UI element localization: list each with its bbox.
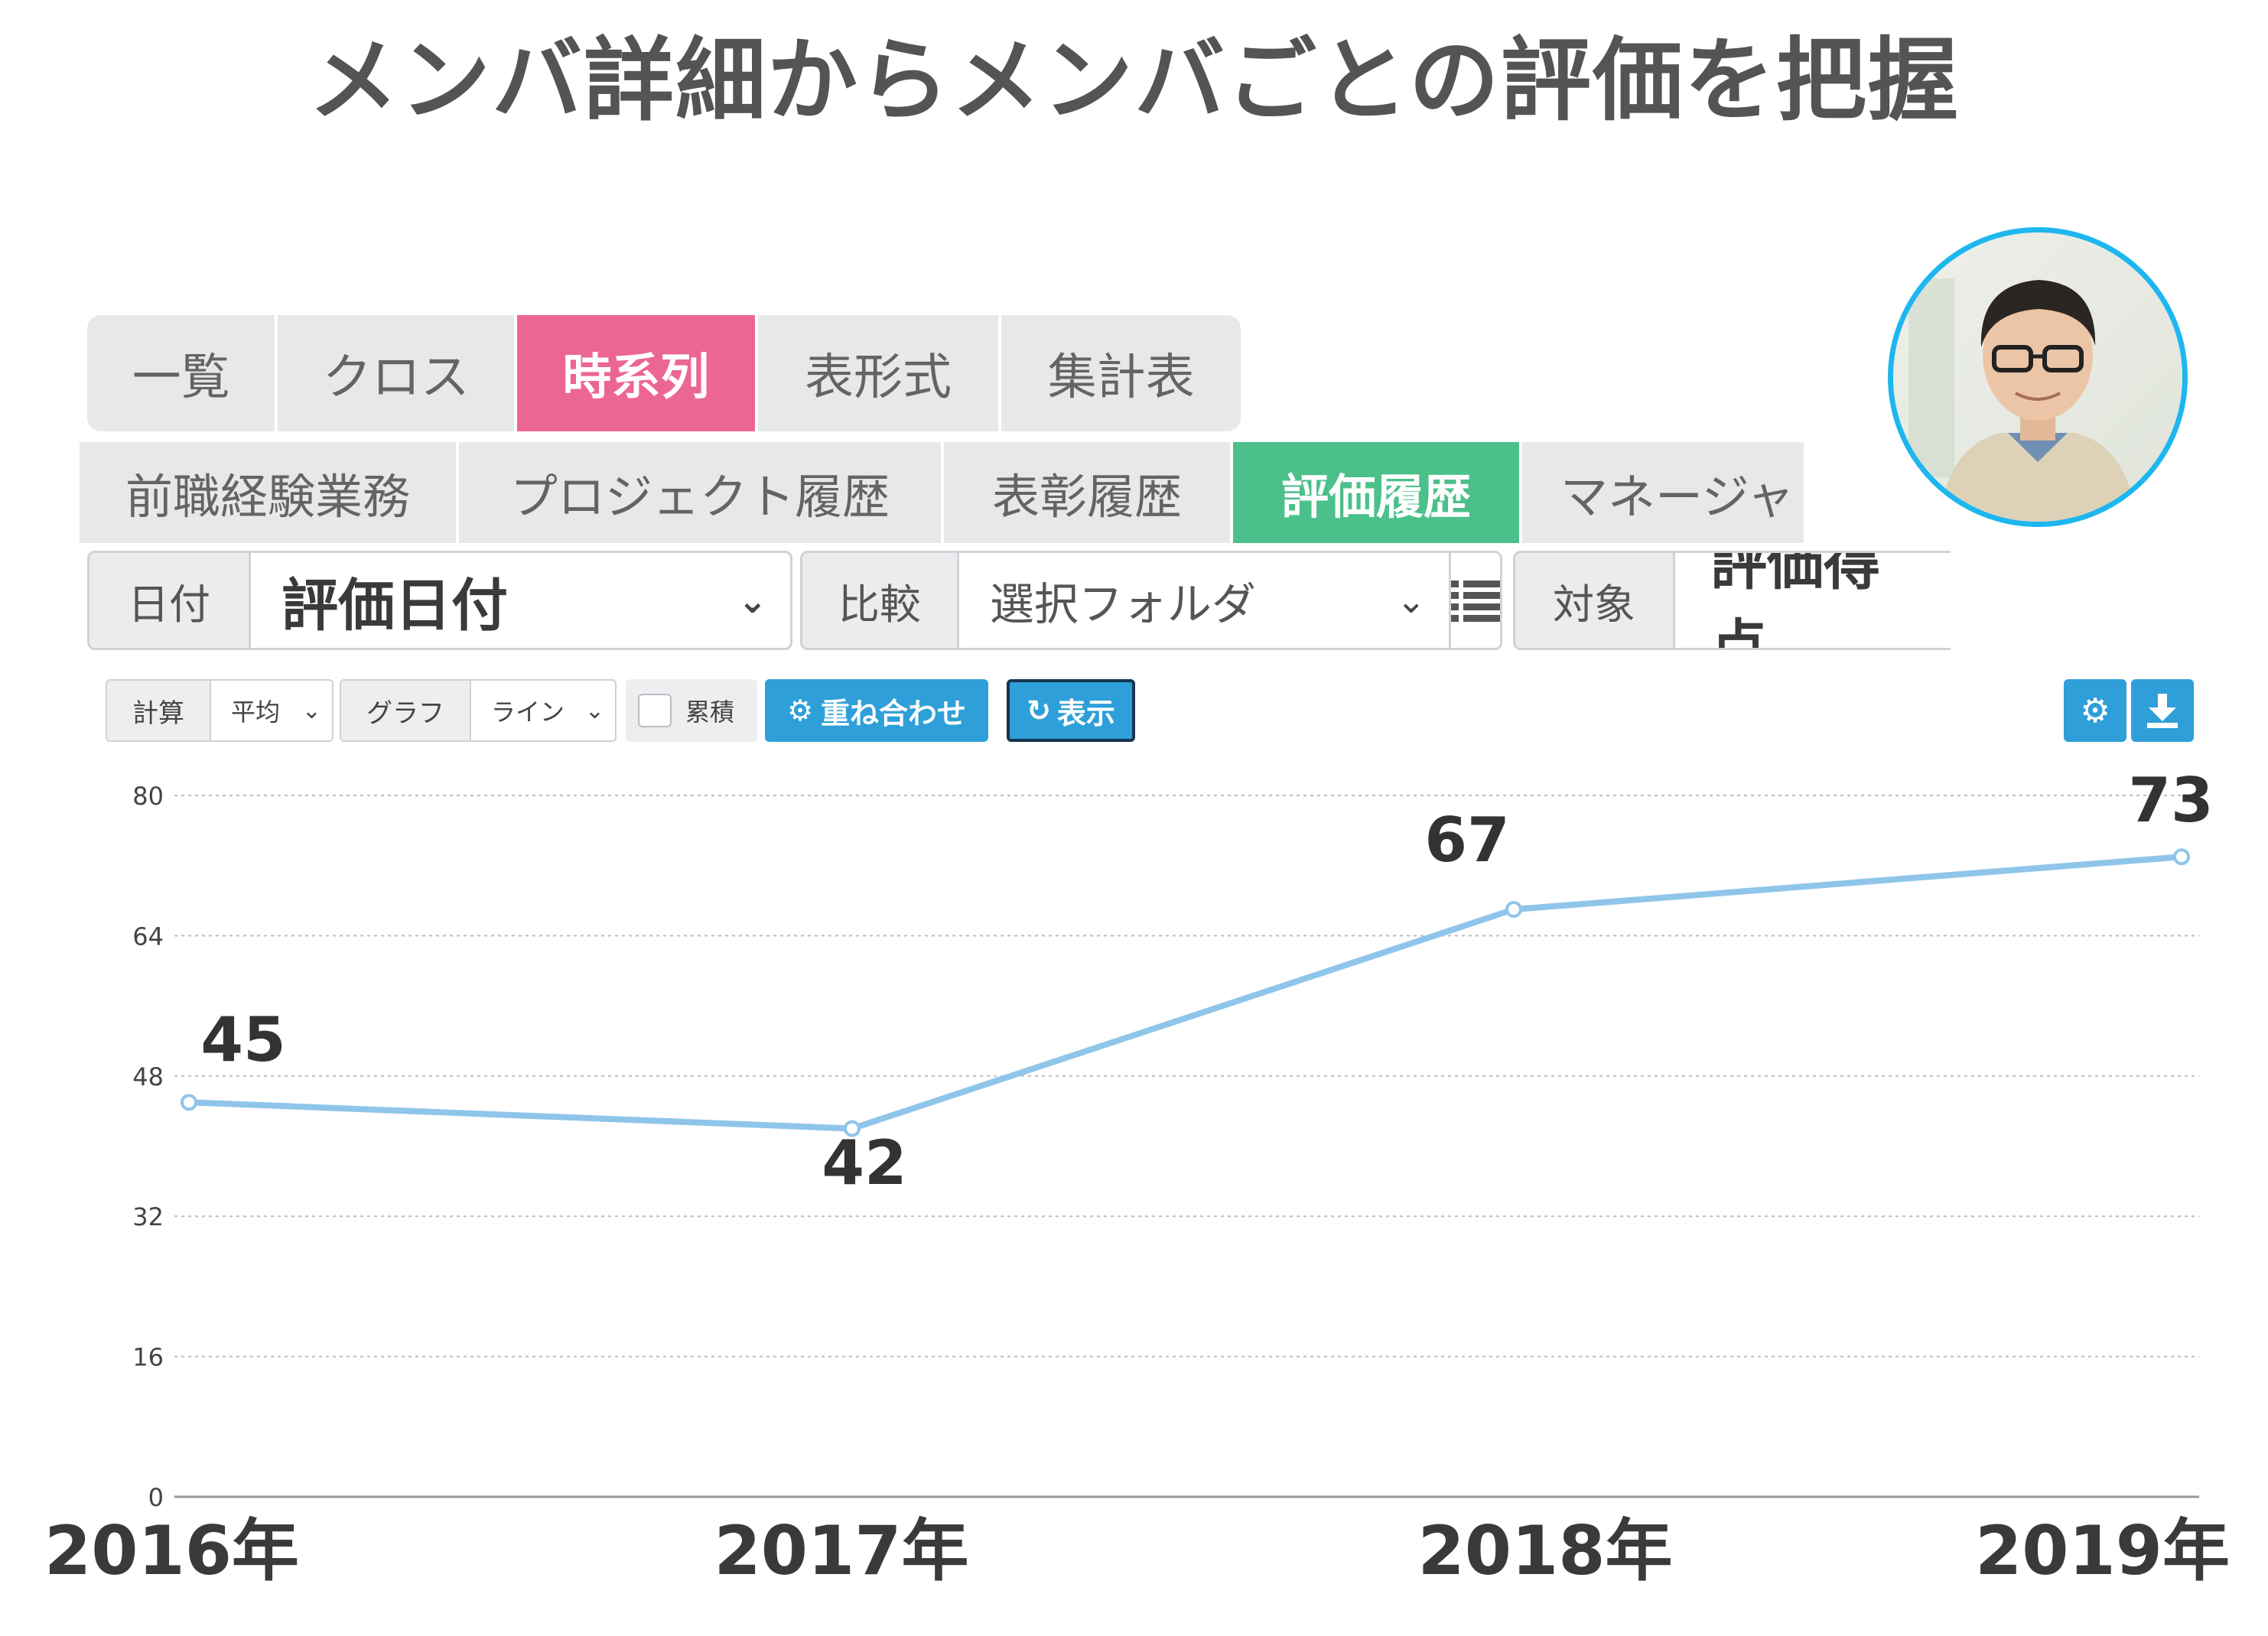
- target-select-value: 評価得点: [1710, 551, 1880, 650]
- gear-icon: ⚙: [786, 694, 814, 727]
- list-icon[interactable]: [1451, 553, 1500, 648]
- date-select-value: 評価日付: [281, 572, 508, 639]
- download-icon[interactable]: [2131, 679, 2194, 742]
- tab-cross[interactable]: クロス: [278, 315, 518, 431]
- x-tick-label: 2018年: [1418, 1511, 1673, 1590]
- date-select[interactable]: 評価日付 ⌄: [251, 553, 790, 648]
- person-photo: [1893, 233, 2182, 522]
- y-tick-label: 64: [132, 922, 164, 951]
- page-headline: メンバ詳細からメンバごとの評価を把握: [308, 28, 1960, 133]
- overlay-button-label: 重ね合わせ: [821, 696, 967, 730]
- tab-evaluation-history[interactable]: 評価履歴: [1233, 442, 1522, 543]
- cumulative-label: 累積: [685, 698, 735, 727]
- x-tick-label: 2016年: [44, 1511, 299, 1590]
- tab-project-history[interactable]: プロジェクト履歴: [459, 442, 944, 543]
- y-tick-label: 32: [132, 1202, 164, 1231]
- tab-manager[interactable]: マネージャ: [1560, 469, 1795, 525]
- tab-summary-table[interactable]: 集計表: [1047, 350, 1195, 406]
- overlay-button[interactable]: ⚙ 重ね合わせ: [765, 679, 988, 742]
- tab-timeseries[interactable]: 時系列: [517, 315, 758, 431]
- refresh-icon: ↻: [1027, 694, 1051, 727]
- compare-filter: 比較 選択フォルダ ⌄: [800, 551, 1502, 650]
- target-filter: 対象 評価得点: [1513, 551, 1951, 650]
- show-button-label: 表示: [1056, 696, 1115, 730]
- date-filter: 日付 評価日付 ⌄: [87, 551, 792, 650]
- data-label: 45: [200, 1004, 285, 1075]
- data-label: 67: [1424, 805, 1509, 876]
- detail-tab-bar: 前職経験業務 プロジェクト履歴 表彰履歴 評価履歴 マネージャ: [80, 442, 1804, 543]
- settings-icon[interactable]: ⚙: [2064, 679, 2126, 742]
- calc-select[interactable]: 平均 ⌄: [211, 681, 332, 740]
- list-icon-glyph: [1451, 581, 1500, 622]
- chevron-down-icon: ⌄: [301, 697, 321, 724]
- data-point: [2173, 848, 2190, 866]
- chevron-down-icon: ⌄: [1396, 580, 1426, 621]
- target-label: 対象: [1515, 553, 1675, 648]
- tab-list[interactable]: 一覧: [87, 315, 278, 431]
- data-point: [844, 1120, 861, 1137]
- calc-select-value: 平均: [231, 698, 281, 727]
- chevron-down-icon: ⌄: [584, 697, 604, 724]
- y-tick-label: 80: [132, 782, 164, 811]
- date-label: 日付: [89, 553, 251, 648]
- compare-select-value: 選択フォルダ: [989, 578, 1256, 630]
- settings-glyph: ⚙: [2080, 691, 2110, 730]
- target-select[interactable]: 評価得点: [1675, 553, 1951, 648]
- y-tick-label: 0: [148, 1483, 164, 1512]
- x-tick-label: 2019年: [1975, 1511, 2230, 1590]
- tab-award-history[interactable]: 表彰履歴: [944, 442, 1233, 543]
- download-glyph: [2147, 694, 2178, 728]
- graph-control: グラフ ライン ⌄: [340, 679, 617, 742]
- data-label: 73: [2128, 765, 2213, 836]
- view-tab-bar: 一覧 クロス 時系列 表形式 集計表: [87, 315, 1241, 431]
- series-line: [186, 854, 2185, 1132]
- graph-select-value: ライン: [491, 698, 565, 727]
- cumulative-checkbox[interactable]: [638, 694, 672, 727]
- data-point: [181, 1094, 197, 1111]
- tab-table-format[interactable]: 表形式: [758, 315, 1002, 431]
- member-avatar: [1888, 227, 2188, 527]
- calc-control: 計算 平均 ⌄: [106, 679, 334, 742]
- compare-label: 比較: [802, 553, 959, 648]
- graph-label: グラフ: [341, 681, 471, 740]
- calc-label: 計算: [107, 681, 211, 740]
- x-tick-label: 2017年: [714, 1511, 969, 1590]
- evaluation-line-chart: 0 16 32 48 64 80 2016年 2017年 2018年 2019年 45 42 67 73: [44, 765, 2230, 1590]
- data-point: [1505, 901, 1522, 919]
- compare-select[interactable]: 選択フォルダ ⌄: [959, 553, 1451, 648]
- tab-previous-work[interactable]: 前職経験業務: [80, 442, 459, 543]
- chevron-down-icon: ⌄: [737, 580, 767, 621]
- y-tick-label: 48: [132, 1062, 164, 1091]
- y-tick-label: 16: [132, 1343, 164, 1372]
- graph-select[interactable]: ライン ⌄: [471, 681, 615, 740]
- show-button[interactable]: ↻ 表示: [1007, 679, 1135, 742]
- data-label: 42: [822, 1127, 906, 1199]
- cumulative-toggle[interactable]: 累積: [626, 679, 757, 742]
